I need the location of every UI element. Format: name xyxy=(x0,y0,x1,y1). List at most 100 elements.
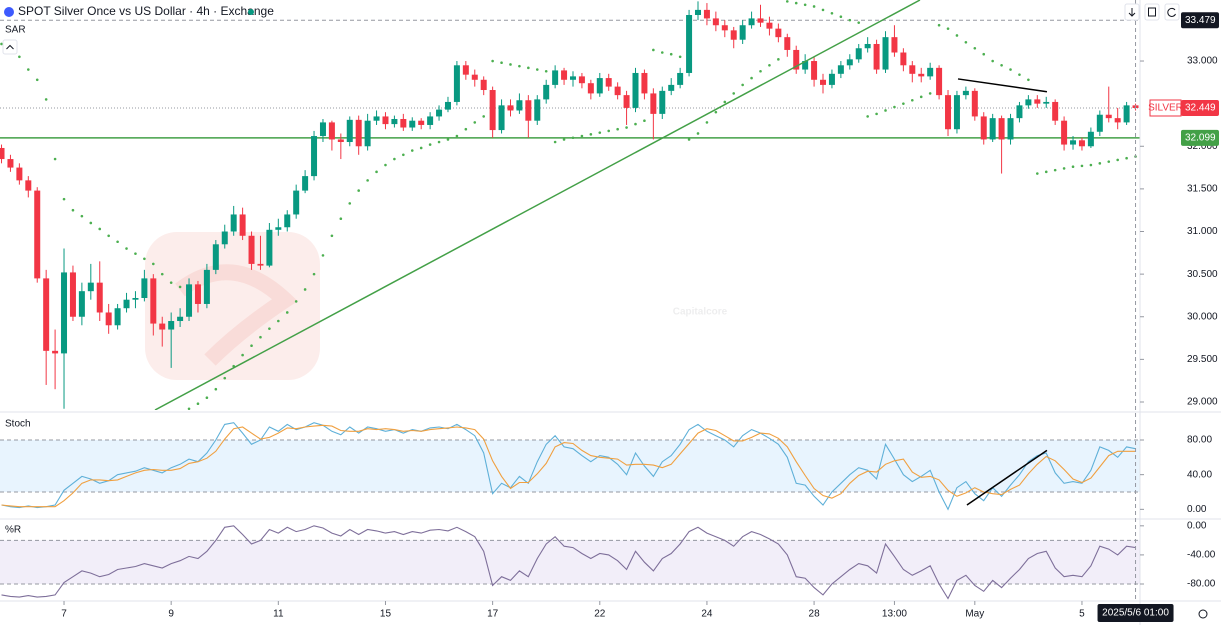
sar-dot xyxy=(911,98,914,102)
candle-body xyxy=(284,214,291,228)
candle-body xyxy=(552,70,559,85)
sar-dot xyxy=(1027,78,1030,82)
sar-dot xyxy=(982,52,986,56)
candle-body xyxy=(364,120,371,147)
candle-body xyxy=(561,70,568,80)
sar-dot xyxy=(678,55,682,59)
price-panel: Capitalcore xyxy=(0,0,1140,410)
candle-body xyxy=(1052,101,1059,121)
sar-dot xyxy=(830,11,834,15)
candle-body xyxy=(436,109,443,117)
y-tick-label: 29.500 xyxy=(1187,354,1218,365)
candle-body xyxy=(221,231,228,245)
candle-body xyxy=(516,100,523,111)
candle-body xyxy=(257,263,264,266)
candle-body xyxy=(355,119,362,147)
candle-body xyxy=(328,122,335,140)
candle-body xyxy=(873,43,880,70)
sar-dot xyxy=(732,92,736,95)
sar-dot xyxy=(294,300,298,303)
band-fill xyxy=(0,440,1140,492)
candle-body xyxy=(739,25,746,40)
sar-dot xyxy=(71,208,75,212)
candle-body xyxy=(373,116,380,121)
candle-body xyxy=(793,49,800,70)
sar-dot xyxy=(89,221,93,225)
collapse-icon xyxy=(6,44,14,50)
sar-dot xyxy=(491,59,494,63)
sar-dot xyxy=(1009,68,1012,71)
symbol-flag xyxy=(4,7,14,17)
y-tick-label: -80.00 xyxy=(1187,579,1216,590)
candle-body xyxy=(194,284,201,304)
candle-body xyxy=(1007,118,1014,140)
candle-body xyxy=(96,282,103,313)
sar-dot xyxy=(169,281,173,284)
candle-body xyxy=(346,119,353,143)
candle-body xyxy=(775,28,782,38)
sar-dot xyxy=(607,129,611,133)
x-tick-label: May xyxy=(965,609,984,620)
candle-body xyxy=(150,278,157,324)
watermark: Capitalcore xyxy=(673,307,728,318)
candle-body xyxy=(212,244,219,270)
sar-dot xyxy=(1071,165,1075,169)
sar-dot xyxy=(946,27,950,30)
reload-icon xyxy=(1167,7,1176,17)
candle-body xyxy=(34,190,41,279)
candle-body xyxy=(909,65,916,74)
candle-body xyxy=(695,9,702,16)
x-tick-label: 9 xyxy=(168,609,174,620)
sar-dot xyxy=(580,134,584,138)
sar-dot xyxy=(1053,168,1057,172)
collapse-button[interactable] xyxy=(2,39,18,55)
x-tick-label: 17 xyxy=(487,609,499,620)
settings-icon[interactable] xyxy=(1198,609,1208,619)
sar-dot xyxy=(366,179,369,182)
sar-dot xyxy=(312,272,316,276)
indicator-line xyxy=(1,424,1136,508)
reload-button[interactable] xyxy=(1164,3,1180,21)
candle-body xyxy=(52,350,59,354)
y-tick-label: 40.00 xyxy=(1187,469,1212,480)
candle-body xyxy=(882,37,889,70)
sar-dot xyxy=(18,55,21,59)
sar-dot xyxy=(919,95,923,99)
candle-body xyxy=(837,65,844,74)
market-status[interactable] xyxy=(248,9,254,15)
sar-dot xyxy=(393,157,396,161)
crosshair-label-box xyxy=(1097,604,1174,622)
candle-body xyxy=(462,65,469,75)
candle-body xyxy=(828,73,835,85)
sar-dot xyxy=(750,76,753,80)
sar-dot xyxy=(902,102,905,105)
sar-dot xyxy=(27,68,30,71)
candle-body xyxy=(87,282,94,292)
sar-dot xyxy=(446,138,450,141)
sar-dot xyxy=(589,133,593,136)
candle-body xyxy=(962,90,969,96)
sar-dot xyxy=(1080,164,1084,168)
candle-body xyxy=(319,122,326,137)
candle-body xyxy=(1096,114,1103,132)
sar-dot xyxy=(1098,162,1102,165)
maximize-button[interactable] xyxy=(1144,3,1160,21)
candle-body xyxy=(1123,105,1130,123)
sar-dot xyxy=(62,197,66,201)
y-tick-label: 33.000 xyxy=(1187,56,1218,67)
candle-body xyxy=(266,229,273,266)
candle-body xyxy=(1025,99,1032,106)
watermark-logo xyxy=(145,232,320,380)
sar-dot xyxy=(98,227,102,231)
x-tick-label: 13:00 xyxy=(882,609,907,620)
sar-dot xyxy=(205,396,209,400)
candle-body xyxy=(748,18,755,26)
sar-dot xyxy=(812,5,816,8)
candle-body xyxy=(980,116,987,140)
candle-body xyxy=(721,25,728,31)
sar-dot xyxy=(1107,160,1111,163)
maximize-icon xyxy=(1148,7,1156,17)
candle-body xyxy=(784,37,791,50)
candle-body xyxy=(123,299,130,309)
